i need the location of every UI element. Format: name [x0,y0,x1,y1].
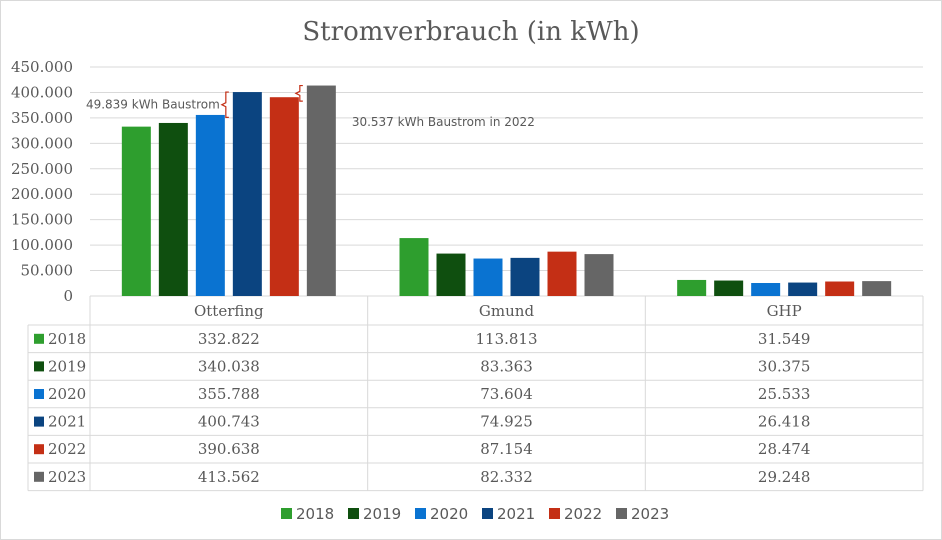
table-series-swatch [34,389,44,399]
table-series-label: 2018 [48,330,86,348]
table-series-swatch [34,471,44,482]
table-cell-value: 31.549 [758,330,811,348]
table-cell-value: 113.813 [475,330,537,348]
y-axis: 0 50.000 100.000 150.000 200.000 250.000 300.0… [11,58,73,305]
y-tick-label: 150.000 [11,211,73,229]
bar-gmund-2022 [547,251,577,296]
bar-otterfing-2019 [158,122,188,297]
annotation-label: 49.839 kWh Baustrom [86,98,220,112]
annotation-bracket [294,84,303,102]
table-cell-value: 73.604 [480,385,533,403]
x-category-label: Gmund [479,302,535,320]
legend-label-2019: 2019 [363,505,401,523]
table-cell-value: 83.363 [480,357,533,375]
table-series-label: 2023 [48,468,86,486]
bar-gmund-2018 [399,238,429,296]
bar-gmund-2019 [436,253,466,296]
y-tick-label: 450.000 [11,58,73,76]
table-cell-value: 340.038 [198,357,260,375]
table-cell-value: 29.248 [758,468,811,486]
data-table: Otterfing Gmund GHP 2018 332.822 113.813 31.54… [27,296,924,492]
table-cell-value: 74.925 [480,413,533,431]
y-tick-label: 350.000 [11,109,73,127]
legend-swatch-2019 [348,508,359,519]
table-series-label: 2019 [48,357,86,375]
annotation-label: 30.537 kWh Baustrom in 2022 [352,115,535,129]
legend-label-2020: 2020 [430,505,468,523]
bar-gmund-2023 [584,254,614,296]
legend: 2018 2019 2020 2021 2022 2023 [281,505,669,523]
y-tick-label: 300.000 [11,134,73,152]
legend-swatch-2023 [616,508,627,519]
legend-swatch-2020 [415,508,426,519]
annotation-bracket [220,91,229,118]
bar-ghp-2021 [788,282,818,296]
table-cell-value: 332.822 [198,330,260,348]
table-cell-value: 413.562 [198,468,260,486]
table-cell-value: 25.533 [758,385,811,403]
bar-gmund-2020 [473,258,503,296]
table-series-label: 2020 [48,385,86,403]
y-tick-label: 0 [63,287,73,305]
table-cell-value: 26.418 [758,413,811,431]
bar-gmund-2021 [510,257,540,296]
table-cell-value: 30.375 [758,357,811,375]
legend-label-2023: 2023 [631,505,669,523]
table-cell-value: 390.638 [198,440,260,458]
y-tick-label: 50.000 [21,262,74,280]
y-tick-label: 100.000 [11,236,73,254]
bar-otterfing-2022 [269,97,299,296]
table-cell-value: 82.332 [480,468,533,486]
y-tick-label: 200.000 [11,185,73,203]
bar-ghp-2019 [714,280,744,296]
chart-title: Stromverbrauch (in kWh) [302,17,639,47]
bar-otterfing-2021 [232,92,262,296]
bar-ghp-2020 [751,283,781,296]
table-series-swatch [34,333,44,344]
bar-otterfing-2018 [121,126,151,296]
table-series-swatch [34,444,44,455]
y-tick-label: 250.000 [11,160,73,178]
x-category-label: GHP [767,302,802,320]
table-cell-value: 28.474 [758,440,811,458]
table-series-swatch [34,361,44,372]
bar-otterfing-2020 [195,114,225,296]
bars [121,85,892,297]
bar-otterfing-2023 [306,85,336,296]
table-series-label: 2021 [48,413,86,431]
legend-label-2021: 2021 [497,505,535,523]
y-tick-label: 400.000 [11,83,73,101]
bar-ghp-2023 [862,281,892,296]
legend-swatch-2018 [281,508,292,519]
table-cell-value: 87.154 [480,440,533,458]
annotations: 49.839 kWh Baustrom 30.537 kWh Baustrom i… [86,84,535,129]
bar-ghp-2018 [677,279,707,296]
table-cell-value: 355.788 [198,385,260,403]
table-series-label: 2022 [48,440,86,458]
x-category-label: Otterfing [194,302,264,320]
bar-ghp-2022 [825,281,855,296]
table-cell-value: 400.743 [198,413,260,431]
legend-label-2018: 2018 [296,505,334,523]
legend-swatch-2021 [482,508,493,519]
legend-swatch-2022 [549,508,560,519]
table-series-swatch [34,416,44,427]
legend-label-2022: 2022 [564,505,602,523]
